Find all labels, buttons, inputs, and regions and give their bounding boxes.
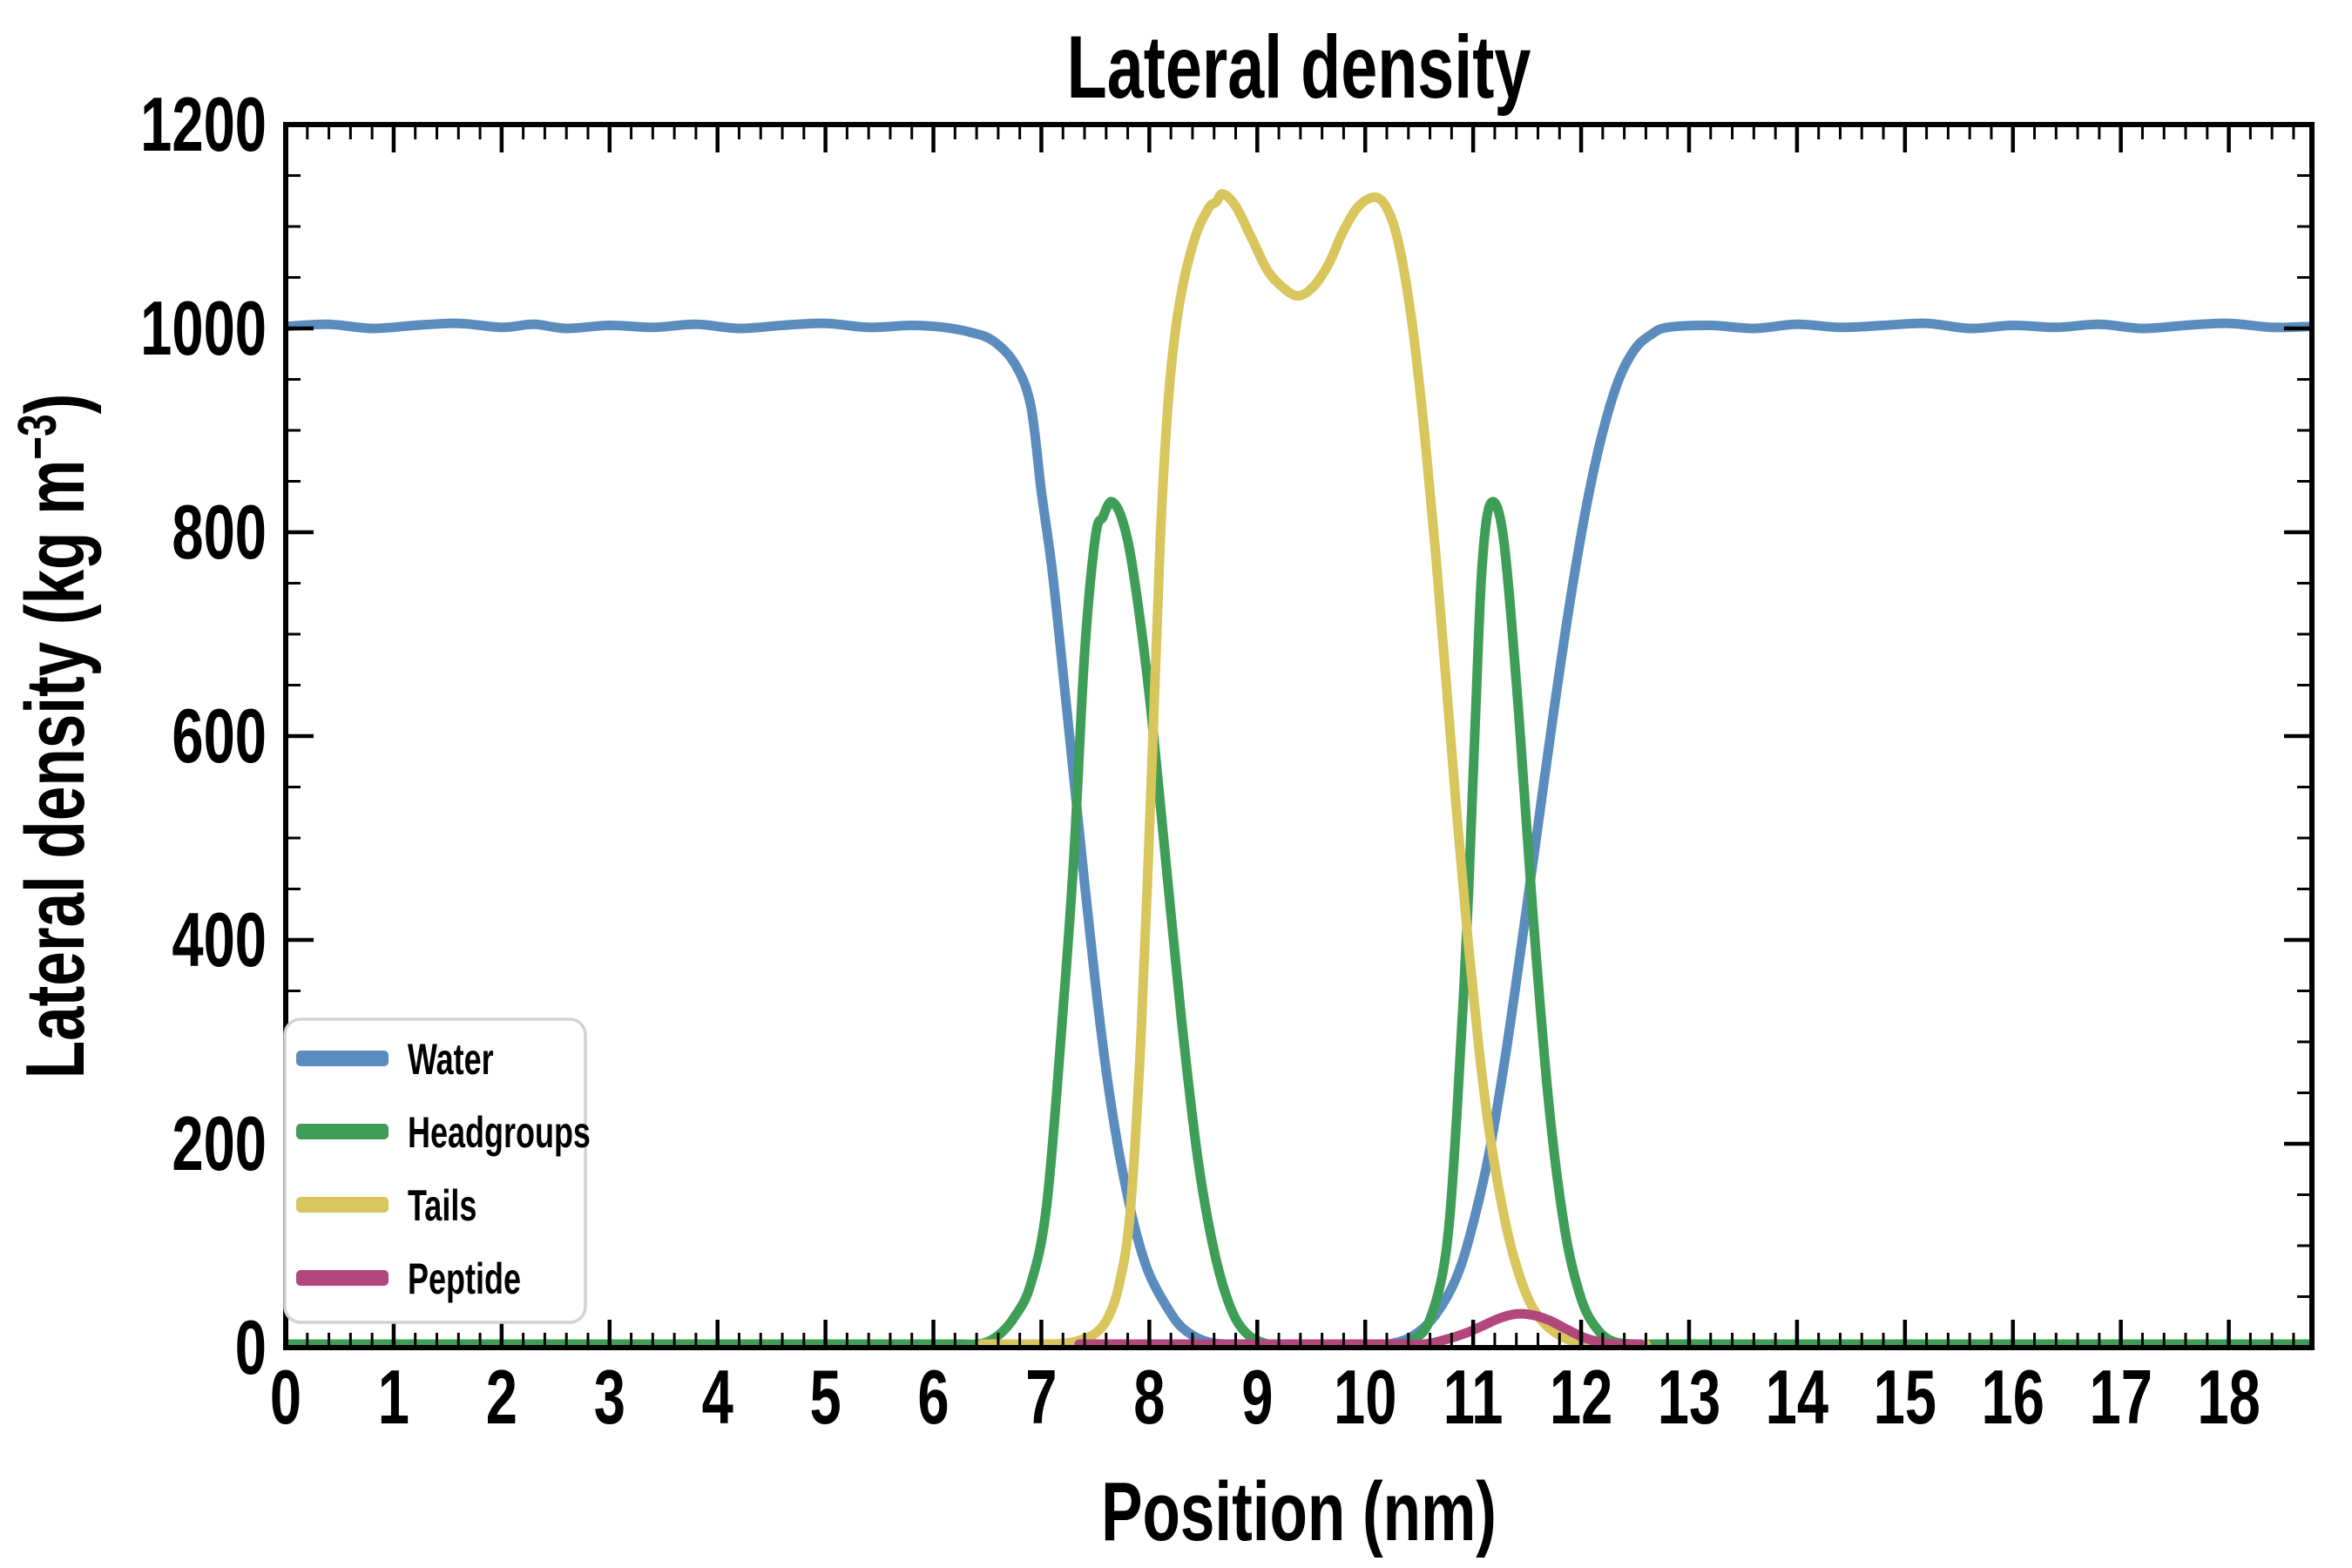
x-tick-label: 10	[1334, 1355, 1396, 1441]
x-tick-label: 1	[378, 1355, 409, 1441]
x-tick-label: 18	[2197, 1355, 2260, 1441]
legend-label-headgroups: Headgroups	[408, 1109, 591, 1157]
x-axis-label: Position (nm)	[1101, 1465, 1497, 1558]
legend-box	[283, 1017, 587, 1324]
y-tick-label: 0	[235, 1306, 267, 1391]
legend-swatch-headgroups	[296, 1124, 389, 1139]
series-line-headgroups	[286, 497, 2312, 1350]
y-tick-label: 1200	[140, 83, 267, 168]
x-tick-label: 8	[1133, 1355, 1165, 1441]
x-tick-label: 15	[1874, 1355, 1936, 1441]
legend-label-tails: Tails	[408, 1182, 476, 1230]
legend-swatch-tails	[296, 1197, 389, 1213]
x-tick-label: 9	[1241, 1355, 1273, 1441]
y-axis-label-close: )	[9, 394, 102, 415]
x-tick-label: 3	[594, 1355, 625, 1441]
legend-swatch-water	[296, 1051, 389, 1066]
legend-swatch-peptide	[296, 1270, 389, 1286]
x-tick-label: 5	[809, 1355, 841, 1441]
tick-labels: 0 1 2 3 4 5 6 7 8 9 10 11 12 13 14 15 16 17 18020040060080…	[140, 83, 2261, 1441]
x-tick-label: 13	[1658, 1355, 1720, 1441]
x-tick-label: 6	[917, 1355, 949, 1441]
chart-title: Lateral density	[1067, 18, 1531, 118]
x-tick-label: 14	[1766, 1355, 1828, 1441]
axes	[283, 122, 2315, 1350]
legend-label-peptide: Peptide	[408, 1255, 521, 1303]
y-tick-label: 600	[172, 694, 267, 780]
y-tick-label: 400	[172, 898, 267, 983]
x-tick-label: 0	[270, 1355, 301, 1441]
x-tick-label: 7	[1025, 1355, 1057, 1441]
y-tick-label: 800	[172, 490, 267, 576]
series-lines	[286, 189, 2312, 1350]
series-line-peptide	[1074, 1308, 1646, 1349]
legend-label-water: Water	[408, 1036, 494, 1084]
x-tick-label: 17	[2089, 1355, 2152, 1441]
legend: Water Headgroups Tails Peptide	[283, 1017, 591, 1324]
x-tick-label: 4	[702, 1355, 733, 1441]
plot-border	[283, 122, 2315, 1350]
y-axis-label-main: Lateral density (kg m	[9, 460, 102, 1079]
y-tick-label: 1000	[140, 287, 267, 372]
y-axis-label: Lateral density (kg m−3)	[7, 394, 101, 1078]
series-line-water	[286, 318, 2312, 1349]
x-tick-label: 11	[1443, 1355, 1504, 1441]
y-tick-label: 200	[172, 1102, 267, 1187]
x-tick-label: 16	[1981, 1355, 2044, 1441]
y-axis-label-superscript: −3	[7, 414, 67, 459]
x-tick-label: 2	[486, 1355, 517, 1441]
series-line-tails	[977, 189, 1651, 1349]
x-tick-label: 12	[1550, 1355, 1612, 1441]
